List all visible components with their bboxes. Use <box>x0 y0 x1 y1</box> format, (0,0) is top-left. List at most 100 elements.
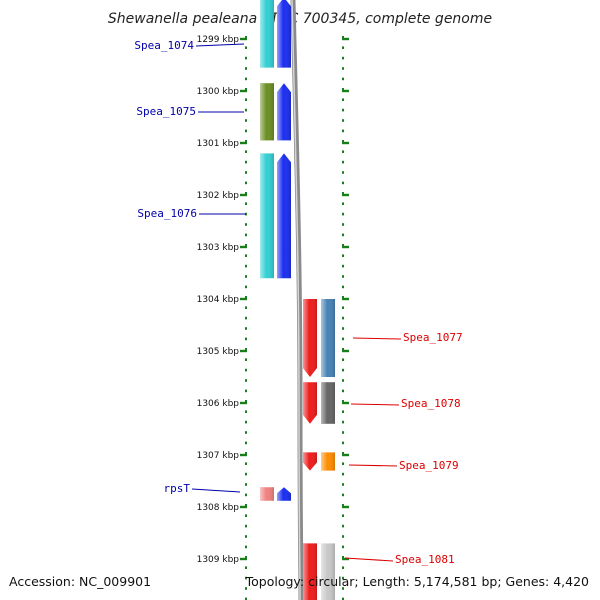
major-tick <box>342 557 349 561</box>
major-tick <box>342 505 349 509</box>
ruler-dot <box>342 493 344 497</box>
ruler-dot <box>342 98 344 101</box>
gene-arrow-Spea_1079[interactable] <box>303 452 317 471</box>
ruler-dot <box>342 348 344 351</box>
leader-line-Spea_1081 <box>344 557 394 562</box>
ruler-dot <box>342 108 344 112</box>
accession-text: Accession: NC_009901 <box>9 574 151 589</box>
gene-arrow-Spea_1076[interactable] <box>277 153 291 279</box>
gene-arrow-Spea_1075[interactable] <box>277 83 291 141</box>
ruler-dot <box>342 244 344 247</box>
protein-block-Spea_1077[interactable] <box>321 299 335 377</box>
ruler-dot <box>342 171 344 174</box>
ruler-dot <box>342 77 344 81</box>
protein-block-Spea_1074[interactable] <box>260 0 274 68</box>
ruler-dot <box>245 254 247 257</box>
ruler-dot <box>342 452 344 455</box>
ruler-dot <box>245 140 247 143</box>
gene-label-Spea_1077[interactable]: Spea_1077 <box>403 331 463 344</box>
ruler-dot <box>342 368 344 372</box>
major-tick <box>240 245 247 249</box>
ruler-dot <box>342 254 344 257</box>
tick-label: 1301 kbp <box>197 139 240 149</box>
gene-label-Spea_1081[interactable]: Spea_1081 <box>395 553 455 566</box>
gene-arrow-Spea_1081[interactable] <box>303 543 317 600</box>
ruler-dot <box>245 296 247 299</box>
protein-block-Spea_1076[interactable] <box>260 153 274 279</box>
protein-block-Spea_1075[interactable] <box>260 83 274 141</box>
gene-label-Spea_1074[interactable]: Spea_1074 <box>134 39 194 52</box>
ruler-dot <box>245 327 247 330</box>
protein-block-Spea_1078[interactable] <box>321 382 335 424</box>
gene-arrow-rpsT[interactable] <box>277 487 291 501</box>
protein-block-rpsT[interactable] <box>260 487 274 501</box>
tick-labels: 1299 kbp 1300 kbp 1301 kbp 1302 kbp 1303 kbp… <box>197 35 240 565</box>
ruler-dot <box>245 150 247 153</box>
map-title: Shewanella pealeana ATCC 700345, complet… <box>108 11 492 27</box>
ruler-dot <box>245 316 247 320</box>
ruler-dot <box>342 46 344 49</box>
major-tick <box>342 193 349 197</box>
gene-arrow-Spea_1077[interactable] <box>303 299 317 377</box>
ruler-dot <box>342 420 344 424</box>
tick-label: 1309 kbp <box>197 555 240 565</box>
protein-block-Spea_1079[interactable] <box>321 452 335 471</box>
ruler-dot <box>245 545 247 549</box>
ruler-dot <box>342 119 344 122</box>
ruler-dot <box>245 535 247 538</box>
tick-label: 1302 kbp <box>197 191 240 201</box>
gene-label-Spea_1075[interactable]: Spea_1075 <box>136 105 196 118</box>
ruler-dot <box>245 119 247 122</box>
gene-label-Spea_1078[interactable]: Spea_1078 <box>401 397 461 410</box>
ruler-dot <box>342 535 344 538</box>
major-tick <box>342 401 349 405</box>
ruler-dot <box>245 160 247 164</box>
ruler-dot <box>245 275 247 278</box>
ruler-dot <box>342 140 344 143</box>
leader-line-Spea_1079 <box>348 464 398 467</box>
ruler-dot <box>245 493 247 497</box>
leader-line-rpsT <box>191 488 241 493</box>
ruler-dot <box>342 67 344 70</box>
ruler-dot <box>245 597 247 600</box>
ruler-dot <box>342 192 344 195</box>
ruler-dot <box>245 192 247 195</box>
ruler-dot <box>342 587 344 590</box>
ruler-dot <box>245 98 247 101</box>
tick-label: 1299 kbp <box>197 35 240 45</box>
ruler-dot <box>245 556 247 559</box>
ruler-dot <box>245 462 247 465</box>
ruler-dot <box>245 431 247 434</box>
gene-label-Spea_1079[interactable]: Spea_1079 <box>399 459 459 472</box>
ruler-dot <box>245 108 247 112</box>
ruler-dot <box>342 389 344 393</box>
major-tick <box>240 193 247 197</box>
ruler-dot <box>342 160 344 164</box>
ruler-dot <box>245 368 247 372</box>
leader-line-Spea_1077 <box>352 337 402 340</box>
ruler-dot <box>342 150 344 153</box>
leader-line-Spea_1074 <box>195 43 245 47</box>
major-tick <box>240 557 247 561</box>
ruler-dot <box>342 545 344 549</box>
ruler-right <box>342 36 349 600</box>
major-tick <box>240 453 247 457</box>
ruler-dot <box>245 348 247 351</box>
ruler-dot <box>245 358 247 361</box>
protein-block-Spea_1081[interactable] <box>321 543 335 600</box>
gene-label-rpsT[interactable]: rpsT <box>164 482 191 495</box>
ruler-dot <box>342 556 344 559</box>
gene-labels: Spea_1074 Spea_1075 Spea_1076 Spea_1077 Spea… <box>134 39 462 566</box>
ruler-dot <box>245 36 247 39</box>
major-tick <box>342 141 349 145</box>
ruler-dot <box>342 483 344 486</box>
tick-label: 1303 kbp <box>197 243 240 253</box>
gene-arrow-Spea_1078[interactable] <box>303 382 317 424</box>
ruler-dot <box>342 441 344 445</box>
ruler-dot <box>245 67 247 70</box>
gene-label-Spea_1076[interactable]: Spea_1076 <box>137 207 197 220</box>
ruler-dot <box>245 171 247 174</box>
ruler-dot <box>245 88 247 91</box>
gene-arrow-Spea_1074[interactable] <box>277 0 291 68</box>
ruler-dot <box>245 410 247 413</box>
